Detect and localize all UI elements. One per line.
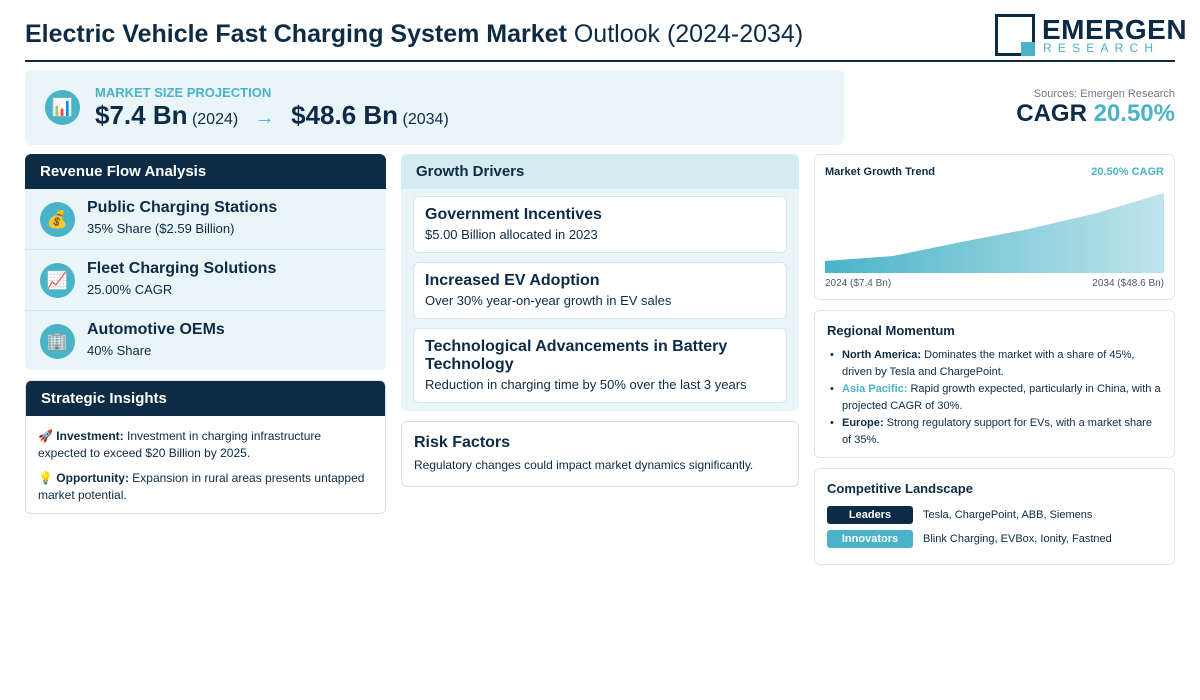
region-name: North America:: [842, 349, 922, 361]
revenue-item-sub: 25.00% CAGR: [87, 282, 173, 297]
revenue-item-title: Automotive OEMs: [87, 321, 225, 338]
logo-wordmark: EMERGEN: [1042, 14, 1188, 45]
competitive-text: Blink Charging, EVBox, Ionity, Fastned: [923, 533, 1112, 545]
money-bag-icon: 💰: [40, 202, 75, 237]
driver-title: Government Incentives: [425, 206, 602, 223]
trend-end-label: 2034 ($48.6 Bn): [1092, 278, 1164, 289]
revenue-item: 💰 Public Charging Stations 35% Share ($2…: [25, 189, 386, 250]
sources-text: Sources: Emergen Research: [1033, 88, 1175, 100]
trend-title: Market Growth Trend: [825, 166, 936, 178]
page-title-light: Outlook (2024-2034): [573, 20, 804, 48]
revenue-flow-card: Revenue Flow Analysis 💰 Public Charging …: [25, 154, 386, 370]
competitive-title: Competitive Landscape: [827, 481, 973, 496]
revenue-flow-heading: Revenue Flow Analysis: [25, 154, 386, 189]
logo-subtitle: RESEARCH: [1043, 41, 1160, 55]
risk-factors-card: Risk Factors Regulatory changes could im…: [401, 421, 799, 487]
revenue-item-sub: 40% Share: [87, 343, 152, 358]
logo-mark-icon: [995, 14, 1035, 56]
emergen-logo[interactable]: EMERGEN RESEARCH: [995, 14, 1187, 56]
end-value: $48.6 Bn: [291, 100, 399, 130]
cagr-value: 20.50%: [1093, 100, 1175, 127]
region-name: Asia Pacific:: [842, 383, 908, 395]
market-size-projection: 📊 MARKET SIZE PROJECTION $7.4 Bn (2024) …: [25, 70, 844, 145]
projection-values: $7.4 Bn (2024) → $48.6 Bn (2034): [95, 100, 449, 131]
driver-title: Technological Advancements in Battery Te…: [425, 338, 728, 373]
list-item: Asia Pacific: Rapid growth expected, par…: [827, 381, 1162, 415]
bar-chart-icon: 📊: [45, 90, 80, 125]
building-icon: 🏢: [40, 324, 75, 359]
region-text: Strong regulatory support for EVs, with …: [842, 417, 1152, 446]
list-item: Europe: Strong regulatory support for EV…: [827, 415, 1162, 449]
trend-area: [825, 193, 1164, 273]
trend-cagr: 20.50% CAGR: [1091, 166, 1164, 178]
driver-sub: $5.00 Billion allocated in 2023: [425, 227, 598, 242]
market-growth-trend-card: Market Growth Trend 20.50% CAGR 2024 ($7…: [814, 154, 1175, 300]
revenue-item: 📈 Fleet Charging Solutions 25.00% CAGR: [25, 250, 386, 311]
trend-area-chart: [825, 193, 1164, 273]
risk-text: Regulatory changes could impact market d…: [414, 458, 754, 472]
revenue-item-title: Fleet Charging Solutions: [87, 260, 277, 277]
cagr-summary: CAGR 20.50%: [1016, 100, 1175, 128]
insight-text: Expansion in rural areas presents untapp…: [38, 471, 365, 502]
strategic-insights-body: 🚀 Investment: Investment in charging inf…: [26, 416, 385, 513]
insight-label: Opportunity:: [56, 471, 129, 485]
trend-start-label: 2024 ($7.4 Bn): [825, 278, 892, 289]
insight-text: Investment in charging infrastructure ex…: [38, 429, 322, 460]
competitive-text: Tesla, ChargePoint, ABB, Siemens: [923, 509, 1093, 521]
list-item: North America: Dominates the market with…: [827, 347, 1162, 381]
cagr-label: CAGR: [1016, 100, 1087, 127]
start-value: $7.4 Bn: [95, 100, 188, 130]
chart-up-icon: 📈: [40, 263, 75, 298]
arrow-right-icon: →: [254, 107, 275, 129]
risk-title: Risk Factors: [414, 434, 511, 451]
regional-momentum-card: Regional Momentum North America: Dominat…: [814, 310, 1175, 458]
insight-item: 🚀 Investment: Investment in charging inf…: [38, 428, 373, 462]
competitive-row: Innovators Blink Charging, EVBox, Ionity…: [827, 527, 1162, 551]
revenue-item-title: Public Charging Stations: [87, 199, 278, 216]
insight-item: 💡 Opportunity: Expansion in rural areas …: [38, 470, 373, 504]
driver-title: Increased EV Adoption: [425, 272, 600, 289]
insight-label: Investment:: [56, 429, 124, 443]
end-year: (2034): [402, 111, 449, 128]
rocket-icon: 🚀: [38, 429, 53, 443]
strategic-insights-heading: Strategic Insights: [26, 381, 385, 416]
competitive-landscape-card: Competitive Landscape Leaders Tesla, Cha…: [814, 468, 1175, 565]
growth-drivers-card: Growth Drivers Government Incentives $5.…: [401, 154, 799, 411]
driver-item: Technological Advancements in Battery Te…: [413, 328, 787, 403]
strategic-insights-card: Strategic Insights 🚀 Investment: Investm…: [25, 380, 386, 514]
driver-sub: Reduction in charging time by 50% over t…: [425, 377, 747, 392]
projection-label: MARKET SIZE PROJECTION: [95, 85, 272, 100]
driver-item: Increased EV Adoption Over 30% year-on-y…: [413, 262, 787, 319]
header: Electric Vehicle Fast Charging System Ma…: [25, 12, 1187, 62]
revenue-item-sub: 35% Share ($2.59 Billion): [87, 221, 235, 236]
region-name: Europe:: [842, 417, 884, 429]
region-text: Dominates the market with a share of 45%…: [842, 349, 1135, 378]
growth-drivers-heading: Growth Drivers: [401, 154, 799, 189]
start-year: (2024): [191, 111, 239, 128]
page-title-bold: Electric Vehicle Fast Charging System Ma…: [25, 20, 567, 48]
competitive-row: Leaders Tesla, ChargePoint, ABB, Siemens: [827, 503, 1162, 527]
driver-sub: Over 30% year-on-year growth in EV sales: [425, 293, 672, 308]
driver-item: Government Incentives $5.00 Billion allo…: [413, 196, 787, 253]
regional-list: North America: Dominates the market with…: [827, 347, 1162, 449]
leaders-badge: Leaders: [827, 506, 913, 524]
regional-title: Regional Momentum: [827, 323, 955, 338]
revenue-item: 🏢 Automotive OEMs 40% Share: [25, 311, 386, 370]
lightbulb-icon: 💡: [38, 471, 53, 485]
innovators-badge: Innovators: [827, 530, 913, 548]
region-text: Rapid growth expected, particularly in C…: [842, 383, 1161, 412]
page-title: Electric Vehicle Fast Charging System Ma…: [25, 20, 803, 49]
